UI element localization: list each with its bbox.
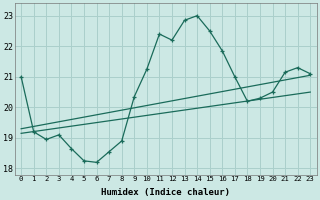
X-axis label: Humidex (Indice chaleur): Humidex (Indice chaleur)	[101, 188, 230, 197]
